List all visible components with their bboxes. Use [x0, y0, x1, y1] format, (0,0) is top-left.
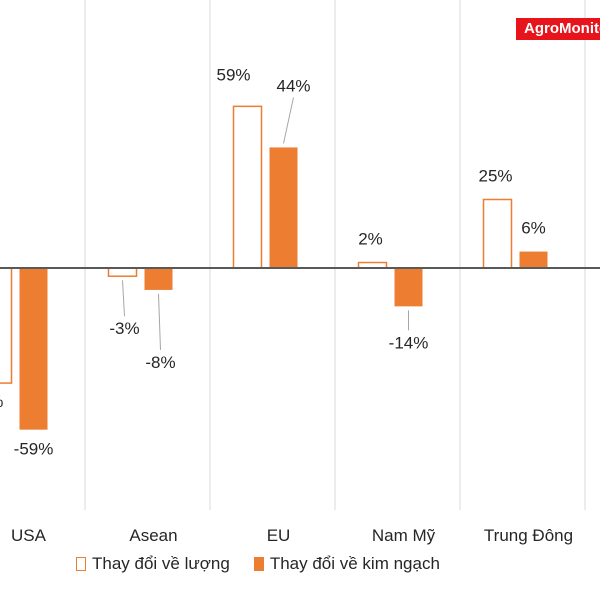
category-label-asean: Asean [129, 526, 177, 545]
category-label-nam-my: Nam Mỹ [372, 526, 436, 545]
legend-label-volume: Thay đổi về lượng [92, 554, 230, 573]
category-gridlines [84, 0, 586, 510]
bars [0, 105, 548, 430]
legend-swatch-volume [76, 557, 86, 571]
legend-item-value: Thay đổi về kim ngạch [253, 554, 440, 574]
bar-value-usa [19, 268, 48, 430]
bar-value-eu [269, 147, 298, 268]
bar-value-nam-my [394, 268, 423, 307]
value-label-volume-nam-my: 2% [358, 230, 383, 249]
value-label-value-trung-dong: 6% [521, 219, 546, 238]
legend: Thay đổi về lượng Thay đổi về kim ngạch [76, 554, 464, 574]
category-label-usa: USA [11, 526, 47, 545]
bar-volume-eu [232, 105, 263, 269]
bar-volume-asean [107, 267, 138, 277]
leader-line [283, 97, 294, 144]
value-label-value-eu: 44% [276, 76, 310, 95]
value-label-volume-usa: -42% [0, 392, 3, 411]
category-labels: USA Asean EU Nam Mỹ Trung Đông [11, 526, 573, 545]
bar-value-trung-dong [519, 251, 548, 268]
legend-swatch-value [253, 557, 264, 571]
bar-value-asean [144, 268, 173, 290]
value-label-value-usa: -59% [14, 440, 54, 459]
bar-volume-trung-dong [482, 198, 513, 269]
brand-badge: AgroMonitor [516, 18, 600, 40]
value-label-value-asean: -8% [145, 353, 175, 372]
leader-line [158, 293, 161, 350]
legend-item-volume: Thay đổi về lượng [76, 554, 230, 574]
leader-line [122, 280, 125, 317]
value-label-value-nam-my: -14% [389, 333, 429, 352]
value-labels: -42% -59% -3% -8% 59% 44% 2% -14% 25% 6% [0, 65, 546, 458]
category-label-eu: EU [267, 526, 291, 545]
value-label-volume-asean: -3% [109, 319, 139, 338]
label-leader-lines [122, 97, 409, 350]
value-label-volume-eu: 59% [216, 65, 250, 84]
value-label-volume-trung-dong: 25% [478, 167, 512, 186]
category-label-trung-dong: Trung Đông [484, 526, 573, 545]
legend-label-value: Thay đổi về kim ngạch [269, 554, 440, 573]
bar-volume-usa [0, 267, 13, 384]
